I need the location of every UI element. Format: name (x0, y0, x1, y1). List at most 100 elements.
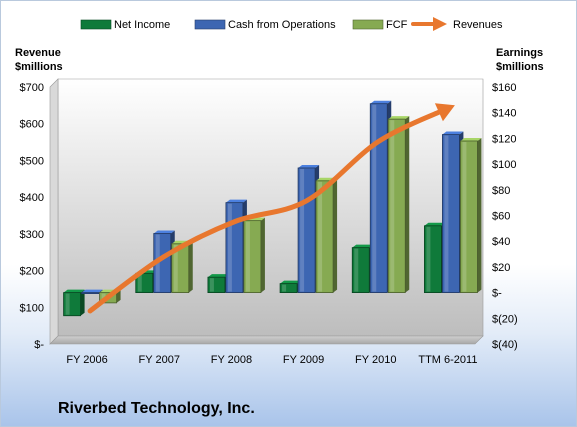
right-tick-label: $140 (492, 108, 516, 120)
x-tick-label: FY 2010 (355, 354, 396, 366)
bar-highlight (444, 135, 449, 292)
legend-item: Revenues (411, 17, 503, 31)
bar-top (442, 131, 464, 135)
x-axis-ticks: FY 2006 FY 2007 FY 2008 FY 2009 FY 2010 TTM 6… (66, 354, 477, 366)
bar-front (81, 292, 99, 295)
bar-front (442, 134, 460, 293)
bar-front (387, 118, 406, 294)
bar-highlight (372, 104, 377, 292)
bar-highlight (65, 293, 70, 315)
bar-top (280, 280, 302, 284)
bar-fcf (387, 116, 410, 294)
revenue-line (87, 108, 444, 314)
bar-highlight (137, 274, 142, 292)
revenue-line-group (87, 103, 455, 314)
right-tick-label: $120 (492, 133, 516, 145)
legend-label: FCF (386, 19, 408, 31)
bar-top (207, 274, 229, 278)
legend-arrow (433, 17, 447, 31)
bar-highlight (282, 284, 287, 292)
floor (49, 335, 484, 345)
legend-swatch (352, 19, 384, 30)
bar-top (153, 230, 175, 234)
bar-front (243, 220, 262, 293)
x-tick-label: FY 2009 (283, 354, 324, 366)
legend-item: Cash from Operations (194, 19, 336, 31)
revenue-arrowhead (434, 103, 455, 122)
bar-fcf (243, 217, 265, 293)
right-axis-title-line1: Earnings (496, 47, 544, 59)
bar-net-income (63, 289, 85, 317)
bar-highlight (173, 244, 178, 292)
legend-item: FCF (352, 19, 408, 31)
left-tick-label: $- (34, 339, 44, 351)
bar-front (279, 283, 298, 294)
right-tick-label: $40 (492, 236, 510, 248)
bar-fcf (315, 177, 338, 293)
left-tick-label: $300 (20, 229, 44, 241)
legend-item: Net Income (80, 19, 170, 31)
bar-highlight (209, 278, 214, 292)
left-tick-label: $600 (20, 119, 44, 131)
bar-front (63, 292, 81, 317)
bar-highlight (227, 203, 232, 292)
right-tick-label: $20 (492, 262, 510, 274)
bar-side (80, 289, 85, 316)
left-axis-title-line2: $millions (15, 61, 63, 73)
left-tick-label: $100 (20, 302, 44, 314)
legend-label: Net Income (114, 19, 170, 31)
right-axis-title: Earnings $millions (496, 46, 544, 74)
bar-front (460, 140, 478, 294)
bar-highlight (426, 226, 431, 292)
right-tick-label: $60 (492, 211, 510, 223)
bar-top (63, 289, 85, 293)
bar-highlight (300, 168, 305, 292)
left-tick-label: $500 (20, 155, 44, 167)
bar-front (171, 243, 190, 294)
bar-front (369, 103, 388, 294)
bar-highlight (318, 181, 323, 292)
right-tick-label: $160 (492, 82, 516, 94)
bar-top (298, 164, 320, 168)
bar-top (424, 222, 446, 226)
bar-front (351, 247, 370, 293)
bar-top (225, 199, 247, 203)
x-tick-label: FY 2007 (139, 354, 180, 366)
bar-highlight (390, 120, 395, 292)
bar-front (135, 272, 154, 294)
bar-side (333, 177, 338, 293)
bars-group (63, 100, 482, 317)
bar-side (188, 240, 193, 293)
bar-top (460, 137, 482, 141)
x-tick-label: FY 2008 (211, 354, 252, 366)
bar-front (315, 180, 334, 293)
left-tick-label: $700 (20, 82, 44, 94)
left-tick-label: $200 (20, 266, 44, 278)
bar-top (370, 100, 392, 104)
bar-side (260, 217, 265, 293)
right-tick-label: $80 (492, 185, 510, 197)
bar-top (352, 244, 374, 248)
bar-side (477, 137, 482, 293)
bar-highlight (245, 221, 250, 292)
bar-side (116, 289, 121, 303)
legend-swatch (194, 19, 226, 30)
right-tick-label: $- (492, 288, 502, 300)
bar-highlight (462, 141, 467, 292)
legend-label: Cash from Operations (228, 19, 336, 31)
back-wall (57, 78, 484, 337)
bar-top (81, 289, 103, 293)
right-axis-title-line2: $millions (496, 61, 544, 73)
side-wall (49, 78, 59, 345)
bar-fcf (460, 137, 482, 294)
right-tick-label: $(40) (492, 339, 518, 351)
left-axis-title-line1: Revenue (15, 47, 61, 59)
legend-swatch (80, 19, 112, 30)
right-axis-ticks: $(40) $(20) $- $20 $40 $60 $80 $100 $120 $140 $160 (492, 82, 518, 351)
left-axis-ticks: $- $100 $200 $300 $400 $500 $600 $700 (20, 82, 45, 351)
bar-front (424, 225, 442, 293)
bar-top (388, 116, 410, 120)
left-axis-title: Revenue $millions (15, 46, 63, 74)
left-tick-label: $400 (20, 192, 44, 204)
